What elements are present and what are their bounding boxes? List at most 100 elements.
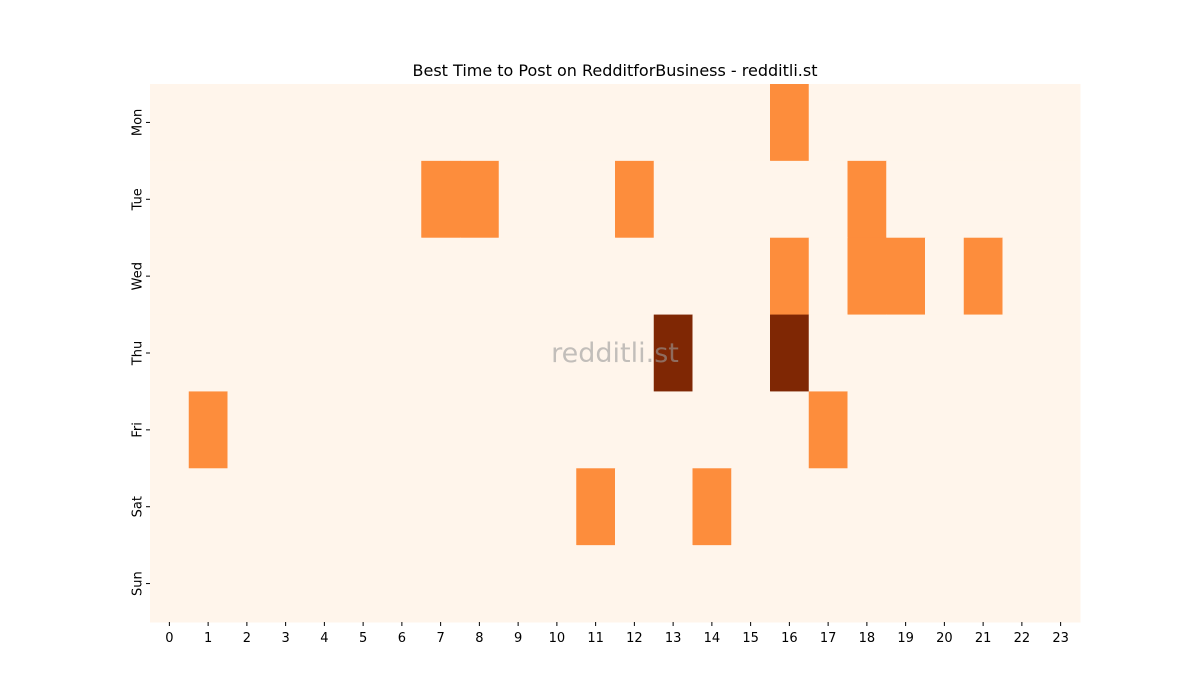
heatmap-cell-tue-22 [1002,160,1042,239]
heatmap-cell-thu-19 [886,314,926,392]
heatmap-cell-fri-1 [188,391,228,469]
heatmap-cell-sat-13 [653,468,693,546]
x-tick-label-13: 13 [665,631,682,646]
heatmap-cell-sat-22 [1002,468,1042,546]
heatmap-cell-tue-17 [808,160,848,239]
heatmap-cell-wed-18 [847,237,887,316]
heatmap-cell-fri-22 [1002,391,1042,469]
heatmap-cell-tue-4 [305,160,345,239]
heatmap-cell-sun-5 [343,545,383,623]
x-tick-label-7: 7 [436,631,444,646]
y-tick-label-wed: Wed [131,262,146,290]
heatmap-cell-wed-17 [808,237,848,316]
heatmap-cell-tue-3 [266,160,306,239]
heatmap-cell-sun-1 [188,545,228,623]
heatmap-cell-sat-21 [963,468,1003,546]
heatmap-cell-fri-9 [498,391,538,469]
heatmap-cell-fri-21 [963,391,1003,469]
heatmap-cell-sat-18 [847,468,887,546]
heatmap-cell-sat-17 [808,468,848,546]
heatmap-cell-sat-10 [537,468,577,546]
heatmap-cell-wed-21 [963,237,1003,316]
heatmap-cell-sat-3 [266,468,306,546]
heatmap-cell-thu-13 [653,314,693,392]
x-tick-label-6: 6 [398,631,406,646]
heatmap-cell-thu-17 [808,314,848,392]
heatmap-cell-sun-18 [847,545,887,623]
heatmap-cell-sun-16 [770,545,810,623]
heatmap-cell-thu-22 [1002,314,1042,392]
heatmap-cell-mon-0 [150,84,190,162]
x-tick-label-5: 5 [359,631,367,646]
heatmap-cell-fri-20 [925,391,965,469]
heatmap-cell-thu-2 [227,314,267,392]
heatmap-cell-tue-2 [227,160,267,239]
heatmap-cell-sun-13 [653,545,693,623]
heatmap-cell-tue-11 [576,160,616,239]
x-tick-label-2: 2 [243,631,251,646]
heatmap-cell-sun-22 [1002,545,1042,623]
heatmap-cell-mon-7 [421,84,461,162]
heatmap-cell-fri-8 [460,391,500,469]
heatmap-cell-sat-4 [305,468,345,546]
heatmap-cell-thu-11 [576,314,616,392]
heatmap-cell-sun-20 [925,545,965,623]
heatmap-cell-sat-7 [421,468,461,546]
heatmap-cell-mon-16 [770,84,810,162]
heatmap-cell-wed-9 [498,237,538,316]
heatmap-cell-fri-15 [731,391,771,469]
heatmap-cell-wed-1 [188,237,228,316]
heatmap-cell-tue-7 [421,160,461,239]
heatmap-cell-wed-4 [305,237,345,316]
x-tick-label-9: 9 [514,631,522,646]
x-tick-label-4: 4 [320,631,328,646]
heatmap-cell-tue-19 [886,160,926,239]
heatmap-cell-thu-4 [305,314,345,392]
heatmap-cell-wed-13 [653,237,693,316]
heatmap-cell-tue-9 [498,160,538,239]
heatmap-cell-fri-5 [343,391,383,469]
heatmap-cell-sun-6 [382,545,422,623]
heatmap-cell-tue-8 [460,160,500,239]
x-tick-label-14: 14 [704,631,721,646]
heatmap-cell-thu-14 [692,314,732,392]
x-tick-label-23: 23 [1052,631,1069,646]
x-tick-label-10: 10 [549,631,566,646]
chart-title: Best Time to Post on RedditforBusiness -… [413,61,818,80]
heatmap-cell-sat-14 [692,468,732,546]
y-axis-ticks: Mon Tue Wed Thu Fri Sat Sun [131,109,150,596]
heatmap-cell-sun-0 [150,545,190,623]
heatmap-cell-sun-17 [808,545,848,623]
heatmap-cell-sat-6 [382,468,422,546]
heatmap-cell-thu-12 [615,314,655,392]
heatmap-cell-sun-7 [421,545,461,623]
heatmap-cell-sat-1 [188,468,228,546]
heatmap-cell-sat-20 [925,468,965,546]
y-tick-label-fri: Fri [131,422,146,438]
heatmap-cell-sun-8 [460,545,500,623]
heatmap-cell-fri-13 [653,391,693,469]
heatmap-cell-mon-12 [615,84,655,162]
x-tick-label-16: 16 [781,631,798,646]
heatmap-cell-thu-6 [382,314,422,392]
x-tick-label-21: 21 [975,631,992,646]
heatmap-cell-sun-12 [615,545,655,623]
heatmap-cell-thu-20 [925,314,965,392]
heatmap-cell-wed-14 [692,237,732,316]
x-tick-label-11: 11 [587,631,604,646]
heatmap-cell-mon-13 [653,84,693,162]
heatmap-cell-sun-4 [305,545,345,623]
heatmap-cell-sun-14 [692,545,732,623]
heatmap-cell-mon-20 [925,84,965,162]
heatmap-cell-sat-8 [460,468,500,546]
heatmap-cell-sat-15 [731,468,771,546]
heatmap-cell-tue-13 [653,160,693,239]
y-tick-label-thu: Thu [131,341,146,366]
heatmap-cell-thu-15 [731,314,771,392]
heatmap-cell-fri-6 [382,391,422,469]
heatmap-cell-tue-1 [188,160,228,239]
heatmap-cell-tue-10 [537,160,577,239]
heatmap-cell-thu-23 [1041,314,1081,392]
heatmap-cell-mon-6 [382,84,422,162]
